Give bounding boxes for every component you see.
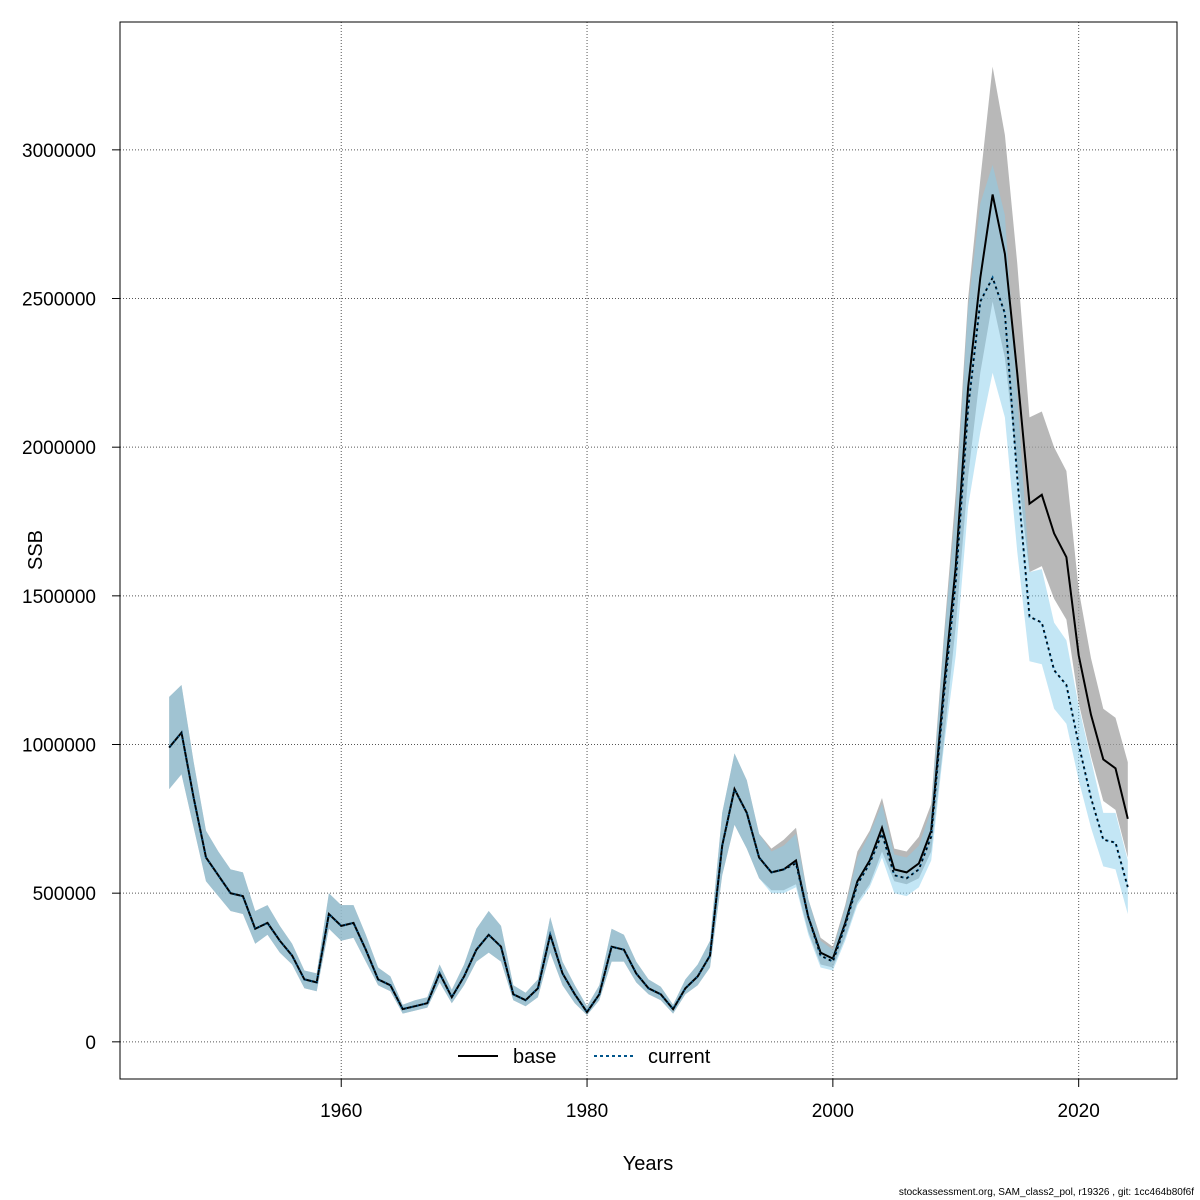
legend-current-label: current: [648, 1046, 711, 1068]
x-tick-label: 2000: [812, 1101, 854, 1122]
x-tick-label: 2020: [1058, 1101, 1100, 1122]
x-tick-label: 1980: [566, 1101, 608, 1122]
confidence-bands: [169, 66, 1128, 1016]
y-tick-label: 2500000: [22, 290, 96, 311]
series-lines: [168, 194, 1129, 1014]
plot-frame: [119, 21, 1178, 1080]
footer-credit: stockassessment.org, SAM_class2_pol, r19…: [898, 1187, 1194, 1198]
y-tick-label: 0: [85, 1033, 96, 1054]
x-tick-label: 1960: [320, 1101, 362, 1122]
y-tick-label: 1000000: [22, 736, 96, 757]
y-tick-label: 500000: [33, 884, 96, 905]
y-tick-label: 1500000: [22, 587, 96, 608]
axes: 1960 1980 2000 2020 0 500000 1000000 1500000 200…: [22, 141, 1100, 1122]
legend: base current: [458, 1046, 711, 1068]
grid: [120, 22, 1177, 1079]
line-current-overlay: [168, 275, 1129, 1014]
y-tick-label: 3000000: [22, 141, 96, 162]
y-tick-label: 2000000: [22, 438, 96, 459]
y-axis-title: SSB: [25, 530, 47, 570]
x-axis-title: Years: [623, 1153, 673, 1175]
legend-base-label: base: [513, 1046, 556, 1068]
band-current: [169, 164, 1128, 1016]
